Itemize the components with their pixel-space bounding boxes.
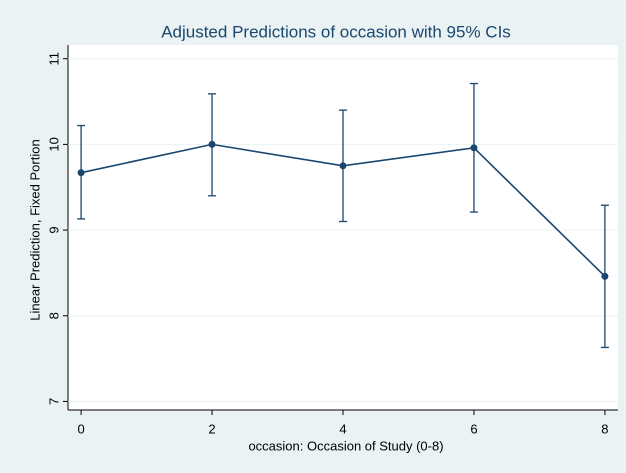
x-tick-label: 6 bbox=[470, 421, 477, 436]
x-tick-label: 4 bbox=[339, 421, 346, 436]
x-tick-label: 2 bbox=[208, 421, 215, 436]
point bbox=[470, 144, 478, 152]
y-tick-label: 9 bbox=[46, 226, 61, 233]
y-axis-label: Linear Prediction, Fixed Portion bbox=[27, 139, 42, 320]
y-tick-label: 10 bbox=[46, 137, 61, 151]
plot-area bbox=[68, 45, 618, 410]
y-tick-label: 11 bbox=[46, 52, 61, 66]
point bbox=[339, 162, 347, 170]
y-tick-label: 7 bbox=[46, 398, 61, 405]
y-tick-label: 8 bbox=[46, 312, 61, 319]
point bbox=[77, 169, 85, 177]
x-axis-label: occasion: Occasion of Study (0-8) bbox=[248, 438, 443, 453]
x-tick-label: 0 bbox=[77, 421, 84, 436]
point bbox=[601, 272, 609, 280]
chart-title: Adjusted Predictions of occasion with 95… bbox=[161, 22, 511, 41]
point bbox=[208, 140, 216, 148]
x-tick-label: 8 bbox=[601, 421, 608, 436]
